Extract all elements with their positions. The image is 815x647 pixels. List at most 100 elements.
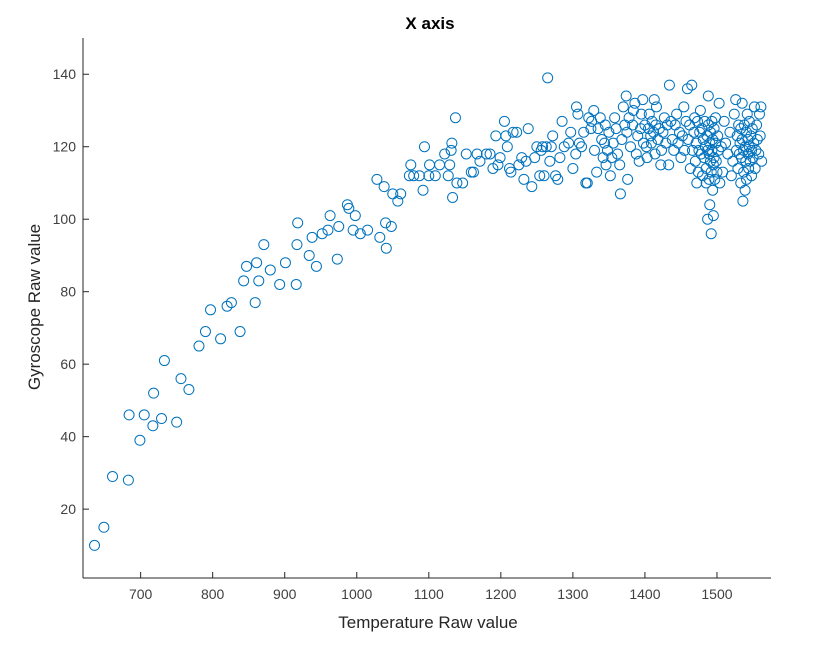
data-point (573, 137, 585, 149)
data-point (581, 177, 593, 189)
data-point (728, 108, 740, 120)
data-point (578, 126, 590, 138)
y-axis-label: Gyroscope Raw value (25, 224, 44, 390)
data-point (655, 159, 667, 171)
y-tick-label: 100 (53, 211, 77, 227)
data-point (703, 173, 715, 185)
data-point (484, 148, 496, 160)
data-point (741, 126, 753, 138)
data-point (442, 170, 454, 182)
data-point (616, 133, 628, 145)
data-point (98, 521, 110, 533)
data-point (205, 304, 217, 316)
data-point (529, 152, 541, 164)
y-tick-label: 40 (60, 429, 76, 445)
data-point (592, 123, 604, 135)
y-tick-label: 20 (60, 501, 76, 517)
data-point (741, 108, 753, 120)
data-point (748, 137, 760, 149)
data-point (500, 130, 512, 142)
data-point (609, 112, 621, 124)
data-point (387, 188, 399, 200)
data-point (147, 420, 159, 432)
data-point (171, 416, 183, 428)
data-point (753, 148, 765, 160)
data-point (712, 130, 724, 142)
data-point (291, 239, 303, 251)
data-point (199, 326, 211, 338)
data-point (538, 170, 550, 182)
data-point (158, 355, 170, 367)
data-point (446, 137, 458, 149)
data-point (732, 162, 744, 174)
data-point (637, 94, 649, 106)
data-point (612, 148, 624, 160)
data-point (724, 126, 736, 138)
data-point (678, 101, 690, 113)
data-point (498, 115, 510, 127)
data-point (547, 130, 559, 142)
data-point (588, 104, 600, 116)
data-point (193, 340, 205, 352)
data-point (556, 115, 568, 127)
data-point (743, 115, 755, 127)
data-point (374, 231, 386, 243)
data-point (635, 108, 647, 120)
data-point (735, 123, 747, 135)
data-point (511, 126, 523, 138)
data-point (666, 133, 678, 145)
data-point (349, 210, 361, 222)
data-point (619, 119, 631, 131)
data-point (714, 177, 726, 189)
data-point (600, 159, 612, 171)
data-point (629, 97, 641, 109)
data-point (534, 170, 546, 182)
data-point (650, 101, 662, 113)
x-tick-label: 1200 (485, 586, 516, 602)
data-point (354, 228, 366, 240)
data-point (392, 195, 404, 207)
data-point (606, 152, 618, 164)
data-point (138, 409, 150, 421)
y-tick-label: 80 (60, 284, 76, 300)
data-point (708, 123, 720, 135)
data-point (490, 130, 502, 142)
data-point (522, 123, 534, 135)
data-point (474, 155, 486, 167)
data-point (704, 126, 716, 138)
data-point (599, 137, 611, 149)
data-point (183, 384, 195, 396)
x-tick-label: 1500 (701, 586, 732, 602)
data-point (371, 173, 383, 185)
data-point (682, 133, 694, 145)
data-point (748, 101, 760, 113)
data-point (501, 141, 513, 153)
data-point (661, 119, 673, 131)
data-point (710, 155, 722, 167)
data-point (718, 115, 730, 127)
data-point (745, 130, 757, 142)
chart-title: X axis (405, 14, 454, 33)
data-point (439, 148, 451, 160)
data-point (306, 231, 318, 243)
data-point (707, 184, 719, 196)
data-point (418, 141, 430, 153)
data-point (563, 137, 575, 149)
data-point (518, 173, 530, 185)
data-point (378, 181, 390, 193)
data-point (675, 152, 687, 164)
data-point (704, 137, 716, 149)
data-point (705, 228, 717, 240)
data-point (622, 173, 634, 185)
data-point (251, 257, 263, 269)
data-point (362, 224, 374, 236)
data-point (711, 166, 723, 178)
data-point (720, 137, 732, 149)
data-point (658, 112, 670, 124)
data-point (449, 112, 461, 124)
data-point (238, 275, 250, 287)
data-point (545, 141, 557, 153)
data-point (686, 79, 698, 91)
data-point (630, 148, 642, 160)
data-point (742, 133, 754, 145)
